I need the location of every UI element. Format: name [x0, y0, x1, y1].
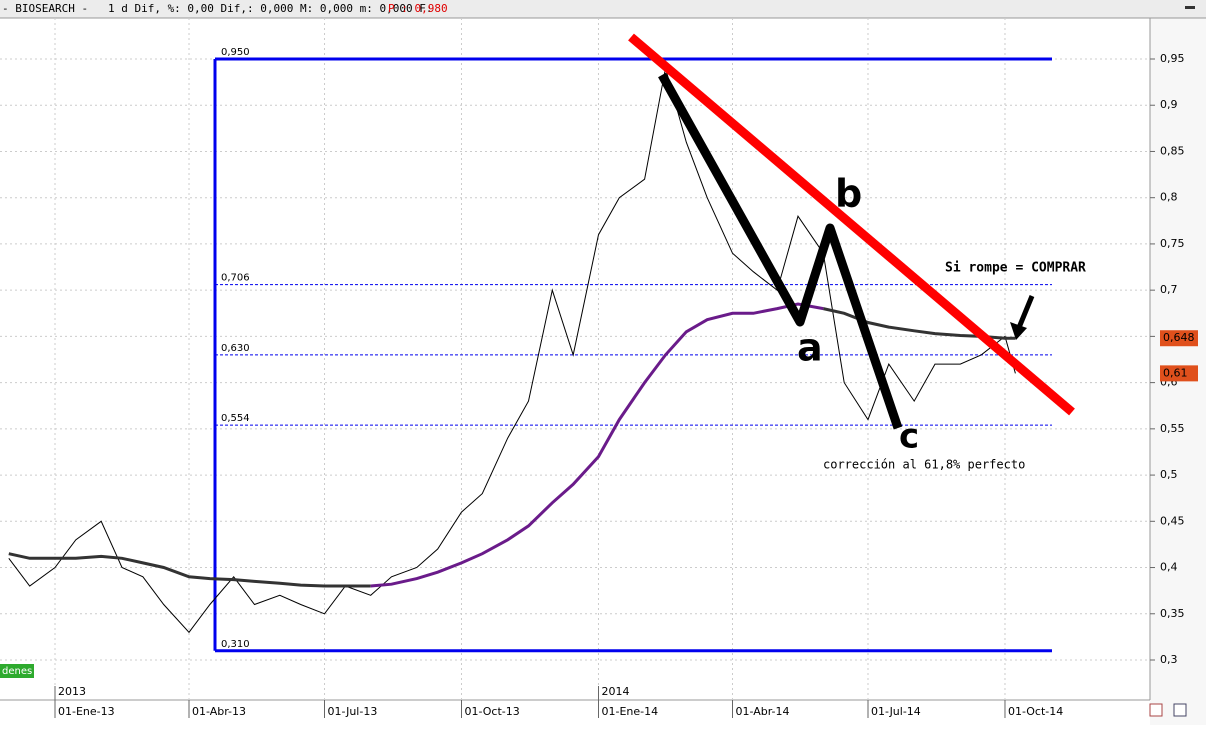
wave-label-a: a: [797, 326, 823, 370]
save-icon[interactable]: [1173, 703, 1187, 717]
x-tick-label: 01-Ene-13: [58, 705, 115, 718]
price-marker: [1160, 330, 1198, 347]
price-marker-label: 0,648: [1163, 331, 1195, 344]
y-tick-label: 0,85: [1160, 144, 1185, 157]
buy-annotation: Si rompe = COMPRAR: [945, 261, 1086, 276]
year-label: 2014: [601, 685, 629, 698]
minimize-button[interactable]: [1185, 6, 1195, 9]
arrow-head: [1010, 322, 1027, 340]
x-tick-label: 01-Jul-14: [871, 705, 921, 718]
x-tick-label: 01-Abr-13: [192, 705, 246, 718]
y-tick-label: 0,4: [1160, 561, 1178, 574]
series-line: [8, 68, 1016, 634]
year-label: 2013: [58, 685, 86, 698]
wave-label-b: b: [835, 172, 862, 216]
elliott-zigzag: [658, 72, 903, 430]
tool-icon[interactable]: [1149, 703, 1163, 717]
price-marker: [1160, 365, 1198, 382]
wave-label-c: c: [899, 417, 919, 457]
x-tick-label: 01-Ene-14: [601, 705, 658, 718]
y-tick-label: 0,8: [1160, 191, 1178, 204]
y-tick-label: 0,55: [1160, 422, 1185, 435]
x-tick-label: 01-Oct-14: [1008, 705, 1063, 718]
header-bar: [0, 0, 1206, 18]
price-marker-label: 0,61: [1163, 366, 1188, 379]
badge-text: denes: [2, 666, 32, 677]
header-price: P : 0,980: [388, 2, 448, 15]
y-tick-label: 0,9: [1160, 98, 1178, 111]
x-tick-label: 01-Oct-13: [464, 705, 519, 718]
fib-label: 0,706: [221, 273, 250, 284]
arrow-shaft: [1015, 295, 1035, 331]
y-tick-label: 0,7: [1160, 283, 1178, 296]
x-tick-label: 01-Abr-14: [735, 705, 789, 718]
y-tick-label: 0,75: [1160, 237, 1185, 250]
y-tick-label: 0,3: [1160, 653, 1178, 666]
fib-label: 0,310: [221, 639, 250, 650]
correction-annotation: corrección al 61,8% perfecto: [823, 458, 1025, 472]
fib-label: 0,950: [221, 47, 250, 58]
series-line: [8, 552, 371, 588]
badge[interactable]: [0, 664, 34, 678]
series-line: [370, 302, 824, 588]
fib-label: 0,630: [221, 343, 250, 354]
header-text: - BIOSEARCH - 1 d Dif, %: 0,00 Dif,: 0,0…: [2, 2, 432, 15]
y-tick-label: 0,5: [1160, 468, 1178, 481]
y-tick-label: 0,95: [1160, 52, 1185, 65]
x-tick-label: 01-Jul-13: [328, 705, 378, 718]
fib-label: 0,554: [221, 413, 250, 424]
trend-line: [628, 33, 1075, 416]
y-tick-label: 0,45: [1160, 514, 1185, 527]
y-tick-label: 0,35: [1160, 607, 1185, 620]
